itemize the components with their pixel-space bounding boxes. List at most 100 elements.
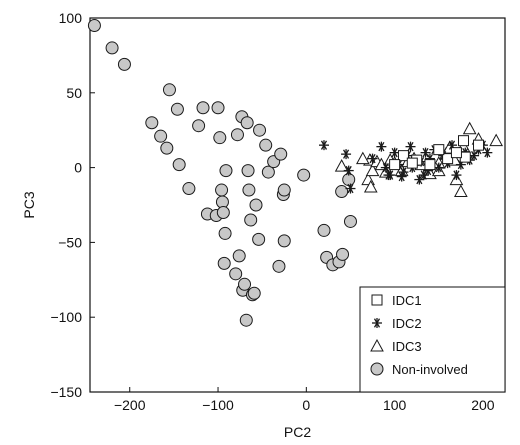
data-point xyxy=(363,180,378,193)
data-point xyxy=(389,159,401,171)
data-point xyxy=(253,123,267,137)
y-tick-label: 50 xyxy=(66,85,82,101)
data-point xyxy=(277,183,291,197)
data-point xyxy=(105,41,119,55)
data-point xyxy=(242,183,256,197)
legend-marker xyxy=(372,318,382,328)
legend-box xyxy=(359,286,506,393)
data-point xyxy=(172,158,186,172)
data-point xyxy=(343,214,357,228)
data-point xyxy=(414,174,425,185)
data-point xyxy=(170,102,184,116)
legend-marker xyxy=(370,362,384,376)
data-point xyxy=(239,313,253,327)
y-axis-title: PC3 xyxy=(21,191,37,218)
data-point xyxy=(259,138,273,152)
data-point xyxy=(217,256,231,270)
data-point xyxy=(240,116,254,130)
legend-label: IDC2 xyxy=(392,316,422,331)
series-non-involved xyxy=(87,18,357,327)
data-point xyxy=(297,168,311,182)
data-point xyxy=(433,144,445,156)
legend: IDC1 IDC2 IDC3 Non-involved xyxy=(359,286,506,393)
data-point xyxy=(215,183,229,197)
plot-border xyxy=(89,17,506,393)
data-point xyxy=(145,116,159,130)
data-point xyxy=(274,147,288,161)
data-point xyxy=(182,182,196,196)
data-point xyxy=(397,150,409,162)
legend-label: IDC1 xyxy=(392,293,422,308)
data-point xyxy=(367,153,378,164)
data-point xyxy=(213,131,227,145)
data-point xyxy=(424,159,436,171)
data-point xyxy=(154,129,168,143)
data-point xyxy=(383,170,394,181)
data-point xyxy=(341,149,352,160)
data-point xyxy=(405,141,416,152)
x-tick-label: 0 xyxy=(302,397,310,413)
data-point xyxy=(247,286,261,300)
legend-label: IDC3 xyxy=(392,339,422,354)
data-point xyxy=(406,157,418,169)
legend-label: Non-involved xyxy=(392,362,468,377)
data-points xyxy=(87,18,504,327)
data-point xyxy=(229,267,243,281)
x-tick-label: −100 xyxy=(202,397,234,413)
legend-marker xyxy=(371,294,383,306)
x-tick-label: 100 xyxy=(383,397,407,413)
data-point xyxy=(334,159,349,172)
data-point xyxy=(482,147,493,158)
data-point xyxy=(272,259,286,273)
data-point xyxy=(418,170,429,181)
data-point xyxy=(232,249,246,263)
plot-frame xyxy=(89,17,506,393)
y-tick-label: −100 xyxy=(50,309,82,325)
y-tick-label: 100 xyxy=(59,10,83,26)
y-tick-label: 0 xyxy=(74,160,82,176)
data-point xyxy=(211,101,225,115)
x-axis: −200 −100 0 100 200 xyxy=(114,387,495,413)
data-point xyxy=(252,232,266,246)
data-point xyxy=(249,198,263,212)
data-point xyxy=(318,140,329,151)
data-point xyxy=(454,184,468,198)
data-point xyxy=(117,57,131,71)
data-point xyxy=(420,147,431,158)
data-point xyxy=(376,141,387,152)
data-point xyxy=(162,83,176,97)
data-point xyxy=(160,141,174,155)
legend-marker xyxy=(370,338,384,352)
data-point xyxy=(230,128,244,142)
data-point xyxy=(196,101,210,115)
data-point xyxy=(450,147,462,159)
data-point xyxy=(473,139,485,151)
data-point xyxy=(451,170,462,181)
data-point xyxy=(87,18,101,32)
y-axis: −150 −100 −50 0 50 100 xyxy=(50,10,95,400)
y-tick-label: −50 xyxy=(58,234,82,250)
x-tick-label: 200 xyxy=(471,397,495,413)
data-point xyxy=(335,185,349,199)
data-point xyxy=(244,213,258,227)
x-tick-label: −200 xyxy=(114,397,146,413)
data-point xyxy=(261,165,275,179)
data-point xyxy=(192,119,206,133)
data-point xyxy=(355,151,370,165)
x-axis-title: PC2 xyxy=(284,424,311,440)
data-point xyxy=(238,277,252,291)
data-point xyxy=(216,205,230,219)
data-point xyxy=(343,165,354,176)
data-point xyxy=(442,153,454,165)
data-point xyxy=(277,234,291,248)
series-idc1 xyxy=(389,135,485,171)
data-point xyxy=(458,135,469,147)
data-point xyxy=(241,164,255,178)
data-point xyxy=(462,121,477,135)
data-point xyxy=(336,247,350,261)
data-point xyxy=(489,133,504,147)
data-point xyxy=(218,226,232,240)
data-point xyxy=(219,164,233,178)
y-tick-label: −150 xyxy=(50,384,82,400)
